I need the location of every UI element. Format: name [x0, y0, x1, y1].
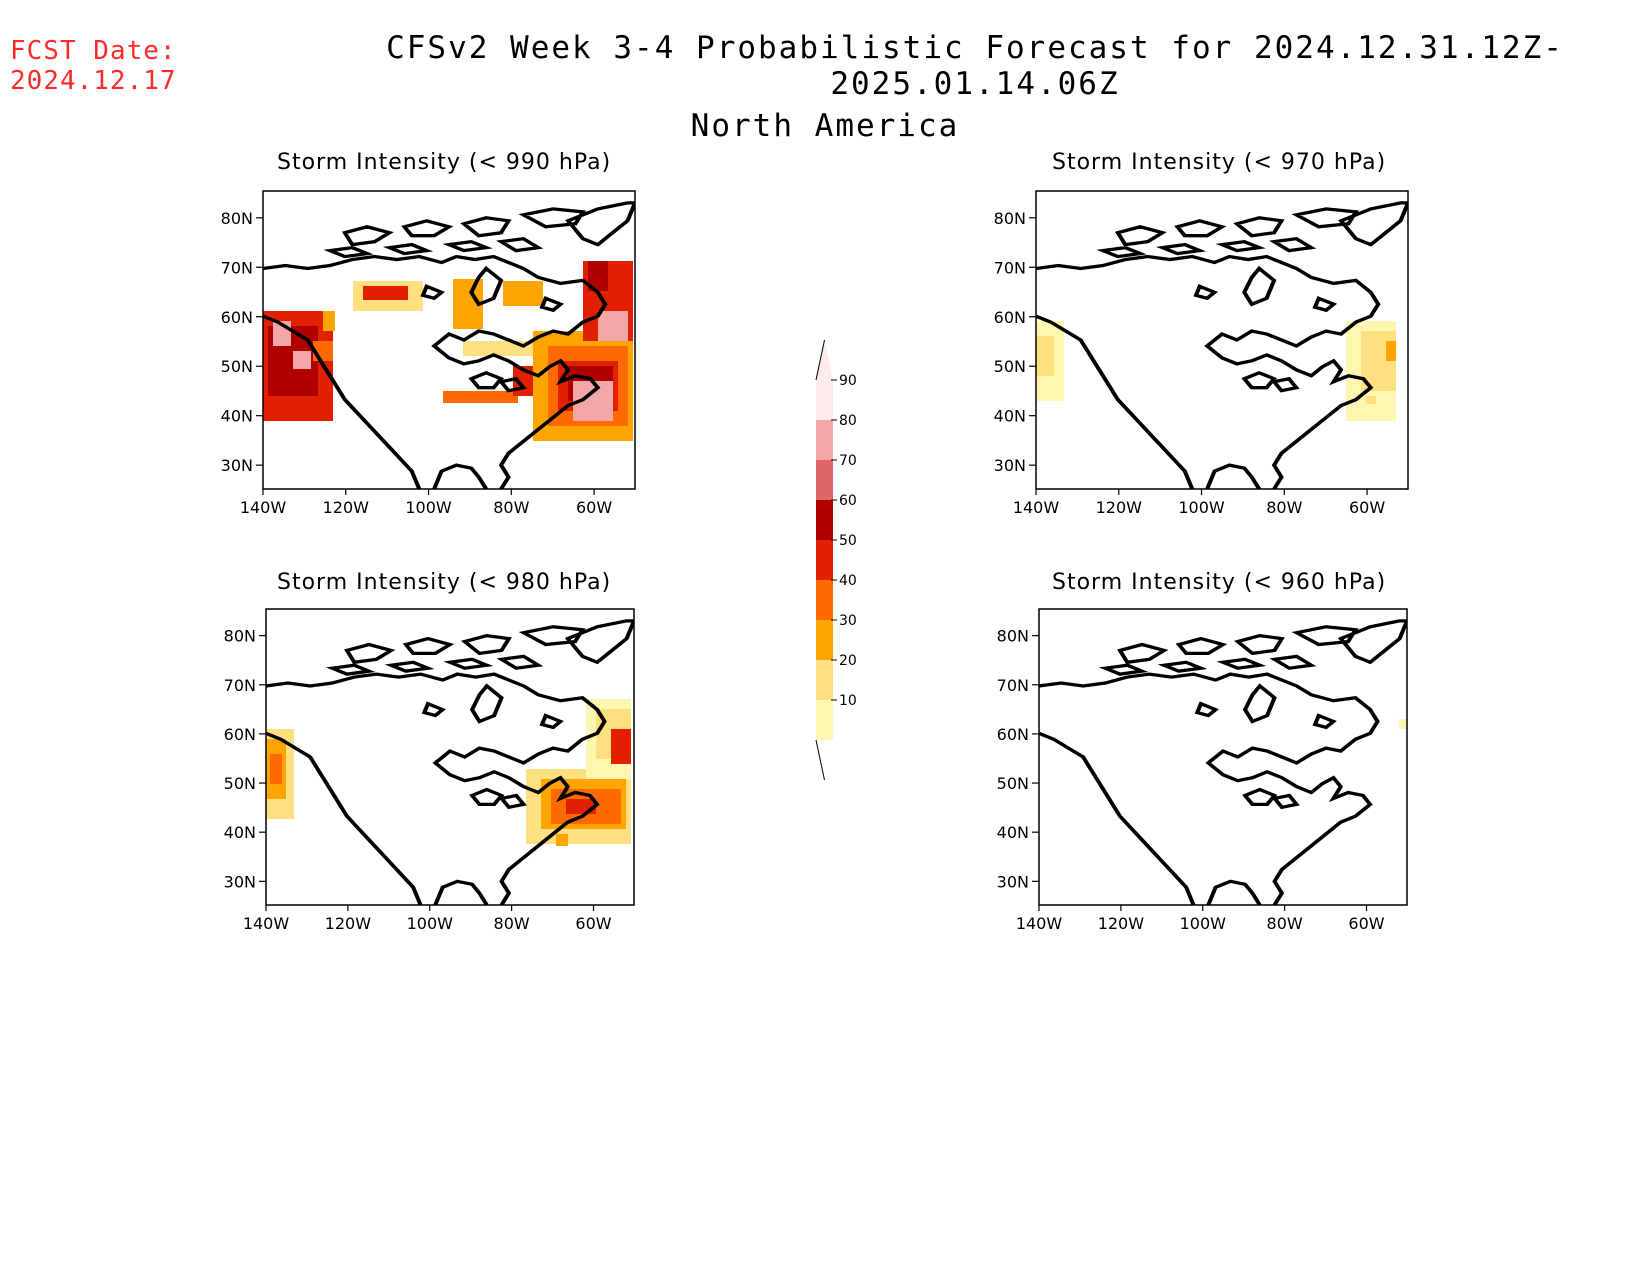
figure-title: CFSv2 Week 3-4 Probabilistic Forecast fo…: [0, 30, 1650, 144]
lat-tick-label: 30N: [221, 456, 253, 475]
colorbar-label: 20: [839, 653, 857, 669]
probability-shading-970: [1036, 321, 1396, 421]
map-frame: [1038, 608, 1408, 906]
colorbar-label: 70: [839, 453, 857, 469]
lat-tick-label: 70N: [997, 676, 1029, 695]
lat-tick-label: 60N: [997, 725, 1029, 744]
lon-tick-label: 100W: [405, 498, 452, 517]
colorbar-swatch: [816, 420, 833, 460]
panel-title-960: Storm Intensity (< 960 hPa): [1052, 570, 1387, 595]
lat-tick-label: 40N: [221, 407, 253, 426]
lon-tick-label: 80W: [1267, 914, 1303, 933]
colorbar-swatch: [816, 660, 833, 700]
fcst-date-value: 2024.12.17: [10, 66, 177, 96]
probability-shading-990: [263, 261, 633, 441]
lon-tick-label: 60W: [576, 498, 612, 517]
colorbar-swatch: [816, 500, 833, 540]
colorbar-swatch: [816, 460, 833, 500]
lon-tick-label: 60W: [1348, 914, 1384, 933]
colorbar-swatch: [816, 620, 833, 660]
panel-title-970: Storm Intensity (< 970 hPa): [1052, 150, 1387, 175]
map-panel-990: [262, 190, 636, 490]
lat-tick-label: 30N: [994, 456, 1026, 475]
lon-tick-label: 100W: [1180, 914, 1227, 933]
probability-shading-980: [266, 699, 631, 846]
lon-tick-label: 60W: [1349, 498, 1385, 517]
probability-shading-960: [1399, 719, 1407, 729]
colorbar-label: 10: [839, 693, 857, 709]
axis-ticks: 80N 70N 60N 50N 40N 30N 140W 120W 100W 80W 60W 80N 7…: [221, 209, 1386, 933]
lat-tick-label: 70N: [224, 676, 256, 695]
lon-tick-label: 140W: [243, 914, 290, 933]
lat-tick-label: 30N: [997, 872, 1029, 891]
region-label: North America: [690, 108, 960, 144]
lon-tick-label: 80W: [493, 498, 529, 517]
colorbar: 90 80 70 60 50 40 30 20 10: [815, 339, 857, 781]
lon-tick-label: 60W: [575, 914, 611, 933]
fcst-date-block: FCST Date: 2024.12.17: [10, 36, 177, 96]
lon-tick-label: 140W: [1013, 498, 1060, 517]
lon-tick-label: 80W: [1266, 498, 1302, 517]
lat-tick-label: 40N: [994, 407, 1026, 426]
fcst-date-label: FCST Date:: [10, 36, 177, 66]
colorbar-swatch: [816, 540, 833, 580]
map-frame: [262, 190, 636, 490]
colorbar-swatch: [816, 380, 833, 420]
colorbar-swatch: [816, 580, 833, 620]
lon-tick-label: 140W: [1016, 914, 1063, 933]
lat-tick-label: 50N: [221, 357, 253, 376]
panel-title-980: Storm Intensity (< 980 hPa): [277, 570, 612, 595]
colorbar-label: 50: [839, 533, 857, 549]
panel-title-990: Storm Intensity (< 990 hPa): [277, 150, 612, 175]
lat-tick-label: 60N: [994, 308, 1026, 327]
map-frame: [265, 608, 635, 906]
colorbar-label: 30: [839, 613, 857, 629]
lat-tick-label: 50N: [997, 774, 1029, 793]
colorbar-label: 90: [839, 373, 857, 389]
colorbar-top-arrow: [816, 340, 833, 380]
lon-tick-label: 120W: [323, 498, 370, 517]
colorbar-label: 40: [839, 573, 857, 589]
lat-tick-label: 80N: [224, 627, 256, 646]
lon-tick-label: 100W: [1178, 498, 1225, 517]
colorbar-label: 80: [839, 413, 857, 429]
lon-tick-label: 140W: [240, 498, 287, 517]
lat-tick-label: 80N: [997, 627, 1029, 646]
lon-tick-label: 100W: [407, 914, 454, 933]
lat-tick-label: 50N: [224, 774, 256, 793]
lon-tick-label: 80W: [494, 914, 530, 933]
lat-tick-label: 80N: [221, 209, 253, 228]
map-panel-970: [1035, 190, 1409, 490]
lat-tick-label: 70N: [221, 258, 253, 277]
lat-tick-label: 30N: [224, 872, 256, 891]
lon-tick-label: 120W: [325, 914, 372, 933]
lat-tick-label: 40N: [997, 823, 1029, 842]
map-frame: [1035, 190, 1409, 490]
map-panel-960: [1038, 608, 1408, 906]
lat-tick-label: 70N: [994, 258, 1026, 277]
title-line: CFSv2 Week 3-4 Probabilistic Forecast fo…: [386, 30, 1564, 102]
lat-tick-label: 80N: [994, 209, 1026, 228]
lat-tick-label: 50N: [994, 357, 1026, 376]
lon-tick-label: 120W: [1098, 914, 1145, 933]
colorbar-swatch: [816, 700, 833, 740]
colorbar-label: 60: [839, 493, 857, 509]
lat-tick-label: 40N: [224, 823, 256, 842]
lat-tick-label: 60N: [224, 725, 256, 744]
map-panel-980: [265, 608, 635, 906]
lat-tick-label: 60N: [221, 308, 253, 327]
lon-tick-label: 120W: [1096, 498, 1143, 517]
